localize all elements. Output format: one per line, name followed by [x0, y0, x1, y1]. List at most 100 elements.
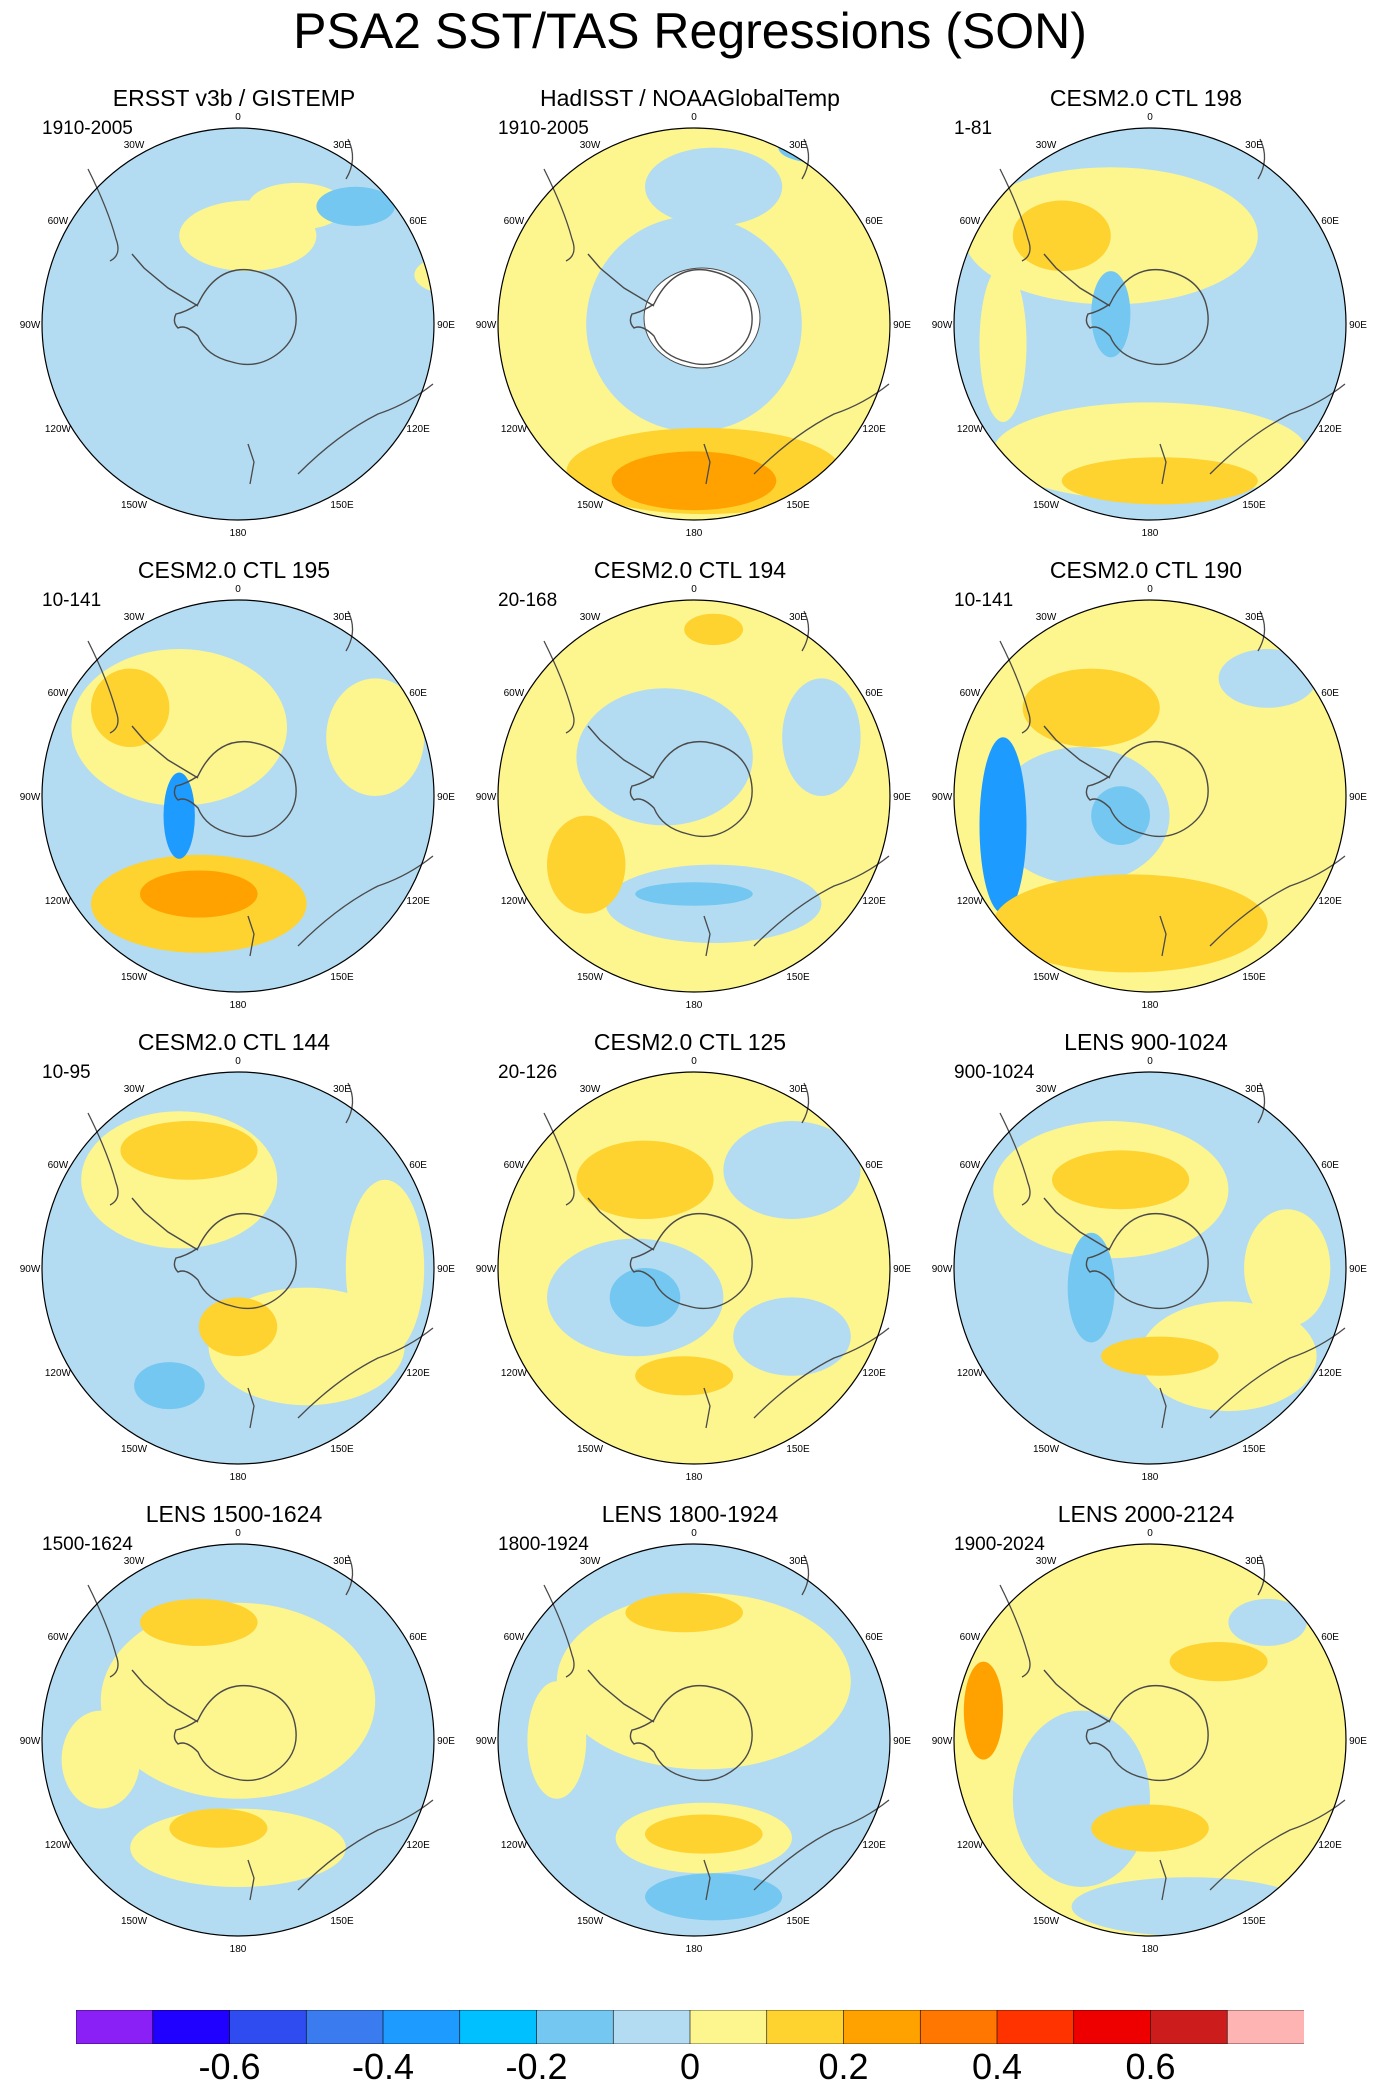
anomaly-region-yellow-moderate	[140, 1598, 258, 1646]
map-boundary	[41, 1543, 435, 1937]
longitude-label: 150E	[1242, 500, 1266, 511]
longitude-label: 30W	[1036, 612, 1057, 623]
panel-period: 1-81	[954, 118, 993, 139]
map-panel-cesm2-0-ctl-144: CESM2.0 CTL 144 0 30E 60E 90E 120E 150E 180 150W…	[4, 1028, 464, 1498]
longitude-label: 150W	[1033, 1444, 1060, 1455]
panel-period: 10-141	[954, 590, 1014, 611]
longitude-label: 120E	[406, 1368, 430, 1379]
anomaly-region-yellow-weak	[100, 1602, 376, 1799]
colorbar-segment	[76, 2010, 154, 2044]
anomaly-region-yellow-moderate	[1091, 1804, 1209, 1852]
colorbar-segment	[1226, 2010, 1304, 2044]
anomaly-region-yellow-moderate	[547, 815, 626, 914]
antarctic-peninsula-coastline	[131, 253, 199, 307]
africa-coastline	[801, 1554, 810, 1596]
longitude-label: 90W	[20, 1736, 41, 1747]
longitude-label: 60E	[865, 1632, 883, 1643]
longitude-label: 60E	[865, 688, 883, 699]
longitude-label: 150E	[1242, 1444, 1266, 1455]
longitude-label: 30E	[333, 612, 351, 623]
panel-title: CESM2.0 CTL 190	[1049, 557, 1243, 583]
panel-period: 1900-2024	[954, 1534, 1045, 1555]
longitude-label: 90E	[437, 320, 455, 331]
anomaly-region-yellow-moderate	[993, 874, 1268, 973]
south-america-coastline	[999, 1584, 1031, 1678]
panel-title: LENS 2000-2124	[1057, 1501, 1235, 1527]
anomaly-region-yellow-moderate	[1061, 457, 1258, 505]
longitude-label: 120W	[45, 424, 72, 435]
map-panel-cesm2-0-ctl-198: CESM2.0 CTL 198 0 30E 60E 90E 120E 150E 180 150W…	[916, 84, 1376, 554]
antarctic-peninsula-coastline	[131, 1669, 199, 1723]
longitude-label: 90E	[893, 320, 911, 331]
map-panel-lens-1500-1624: LENS 1500-1624 0 30E 60E 90E 120E 150E 180 150W 1…	[4, 1500, 464, 1970]
longitude-label: 150W	[121, 500, 148, 511]
africa-coastline	[1257, 1082, 1266, 1124]
longitude-label: 60W	[960, 1632, 981, 1643]
longitude-label: 90E	[1349, 792, 1367, 803]
colorbar-tick-label: -0.4	[351, 2046, 415, 2087]
longitude-label: 0	[691, 112, 697, 123]
africa-coastline	[345, 610, 354, 652]
longitude-label: 30E	[1245, 1556, 1263, 1567]
longitude-label: 90E	[1349, 1264, 1367, 1275]
panel-title: CESM2.0 CTL 144	[137, 1029, 331, 1055]
anomaly-region-yellow-moderate	[684, 613, 743, 646]
new-zealand-coastline	[247, 915, 255, 957]
antarctic-peninsula-coastline	[131, 1197, 199, 1251]
anomaly-region-yellow-moderate	[1052, 1150, 1190, 1210]
panel-period: 1500-1624	[42, 1534, 133, 1555]
panel-title: CESM2.0 CTL 125	[593, 1029, 787, 1055]
longitude-label: 90E	[893, 792, 911, 803]
anomaly-region-blue-moderate	[316, 186, 395, 226]
longitude-label: 30E	[1245, 1084, 1263, 1095]
south-america-coastline	[543, 640, 575, 734]
anomaly-region-blue-weak	[723, 1121, 861, 1219]
colorbar-labels: -0.6 -0.4 -0.2 0 0.2 0.4 0.6	[0, 2047, 1380, 2087]
map-boundary	[497, 127, 891, 521]
longitude-label: 30W	[124, 1556, 145, 1567]
antarctic-peninsula-coastline	[587, 1197, 655, 1251]
polar-map: 0 30E 60E 90E 120E 150E 180 150W 120W 90W 60W 30W	[932, 584, 1368, 1011]
longitude-label: 120W	[45, 896, 72, 907]
longitude-label: 30W	[1036, 1556, 1057, 1567]
antarctica-coastline	[629, 1212, 753, 1310]
longitude-label: 60E	[865, 1160, 883, 1171]
anomaly-region-yellow-weak	[345, 1179, 425, 1357]
longitude-label: 180	[686, 1472, 703, 1483]
longitude-label: 60W	[48, 1160, 69, 1171]
south-america-coastline	[87, 1584, 119, 1678]
longitude-label: 90W	[20, 320, 41, 331]
map-boundary	[953, 1071, 1347, 1465]
longitude-label: 120E	[1318, 424, 1342, 435]
south-america-coastline	[999, 1112, 1031, 1206]
anomaly-region-blue-strong	[979, 737, 1027, 914]
colorbar-segment	[382, 2010, 461, 2044]
panel-period: 10-95	[42, 1062, 91, 1083]
longitude-label: 0	[235, 112, 241, 123]
colorbar	[76, 2010, 1304, 2044]
panel-period: 1910-2005	[498, 118, 589, 139]
longitude-label: 90E	[1349, 320, 1367, 331]
longitude-label: 120W	[501, 1368, 528, 1379]
anomaly-region-blue-moderate	[1091, 786, 1150, 845]
longitude-label: 180	[686, 528, 703, 539]
polar-map: 0 30E 60E 90E 120E 150E 180 150W 120W 90W 60W 30W	[20, 1528, 456, 1955]
longitude-label: 0	[691, 1056, 697, 1067]
longitude-label: 60E	[409, 1632, 427, 1643]
map-panels-grid: ERSST v3b / GISTEMP 0 30E 60E 90E 120E 150E 180…	[4, 84, 1376, 1970]
anomaly-region-blue-weak	[1228, 1598, 1307, 1646]
south-america-coastline	[87, 1112, 119, 1206]
longitude-label: 180	[230, 1000, 247, 1011]
colorbar-segment	[459, 2010, 538, 2044]
map-panel-lens-2000-2124: LENS 2000-2124 0 30E 60E 90E 120E 150E 180 150W 1…	[916, 1500, 1376, 1970]
map-boundary	[497, 1071, 891, 1465]
longitude-label: 90E	[893, 1264, 911, 1275]
anomaly-region-yellow-weak	[556, 1593, 851, 1770]
colorbar-segment	[689, 2010, 768, 2044]
antarctica-coastline	[1085, 1212, 1209, 1310]
longitude-label: 150W	[577, 500, 604, 511]
anomaly-region-orange	[140, 870, 258, 918]
longitude-label: 120W	[45, 1840, 72, 1851]
anomaly-region-yellow-weak	[1244, 1209, 1331, 1327]
longitude-label: 150W	[577, 972, 604, 983]
